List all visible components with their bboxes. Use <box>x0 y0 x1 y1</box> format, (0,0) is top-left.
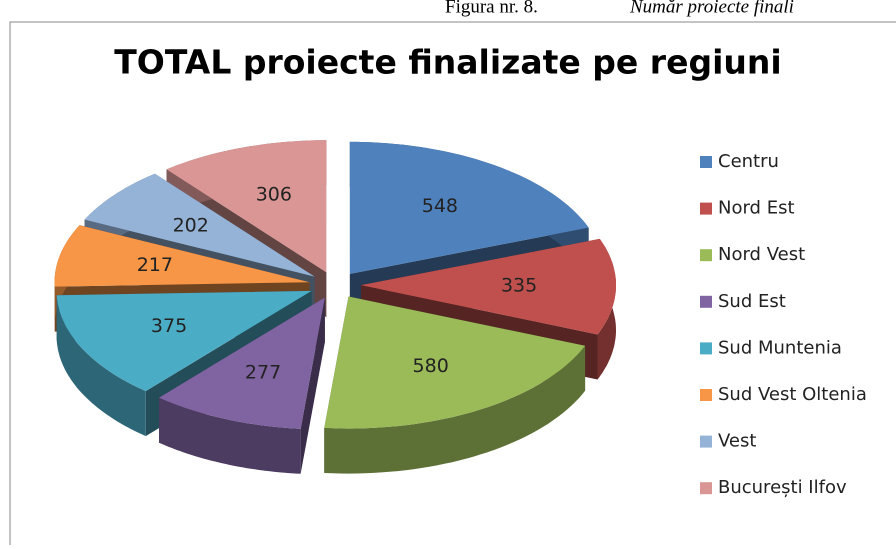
legend-label: Sud Muntenia <box>718 337 842 358</box>
slice-wall <box>56 295 146 437</box>
data-label: 375 <box>151 315 187 337</box>
data-label: 335 <box>501 275 537 297</box>
legend-label: Nord Vest <box>718 244 805 265</box>
legend-label: Sud Est <box>718 291 786 312</box>
slice <box>166 140 327 273</box>
legend-label: Sud Vest Oltenia <box>718 384 867 405</box>
legend-label: Centru <box>718 151 779 172</box>
legend: Centru Nord Est Nord Vest Sud Est Sud Munten… <box>700 151 867 498</box>
slice-wall <box>324 345 586 474</box>
data-label: 580 <box>413 355 449 377</box>
legend-swatch <box>700 202 712 215</box>
legend-swatch <box>700 389 712 401</box>
legend-label: București Ilfov <box>718 477 847 498</box>
chart-title: TOTAL proiecte finalizate pe regiuni <box>114 43 781 82</box>
slice <box>56 290 312 392</box>
data-label: 202 <box>173 214 209 236</box>
legend-label: Nord Est <box>718 198 795 219</box>
slice-wall <box>159 397 301 474</box>
slice <box>324 296 586 429</box>
data-label: 277 <box>245 361 281 383</box>
data-label: 217 <box>137 254 173 276</box>
legend-swatch <box>700 156 712 168</box>
slice <box>349 141 589 274</box>
data-label: 306 <box>256 184 292 206</box>
slice <box>54 225 310 287</box>
legend-swatch <box>700 249 712 262</box>
slice <box>84 173 315 277</box>
slice <box>159 297 325 429</box>
slice <box>360 238 616 335</box>
legend-swatch <box>700 435 712 448</box>
legend-label: Vest <box>718 431 756 452</box>
legend-swatch <box>700 342 712 355</box>
legend-swatch <box>700 482 712 495</box>
caption-text: Număr proiecte finali <box>629 0 794 17</box>
data-label: 548 <box>422 195 458 217</box>
caption-number: Figura nr. 8. <box>445 0 538 17</box>
legend-swatch <box>700 295 712 308</box>
